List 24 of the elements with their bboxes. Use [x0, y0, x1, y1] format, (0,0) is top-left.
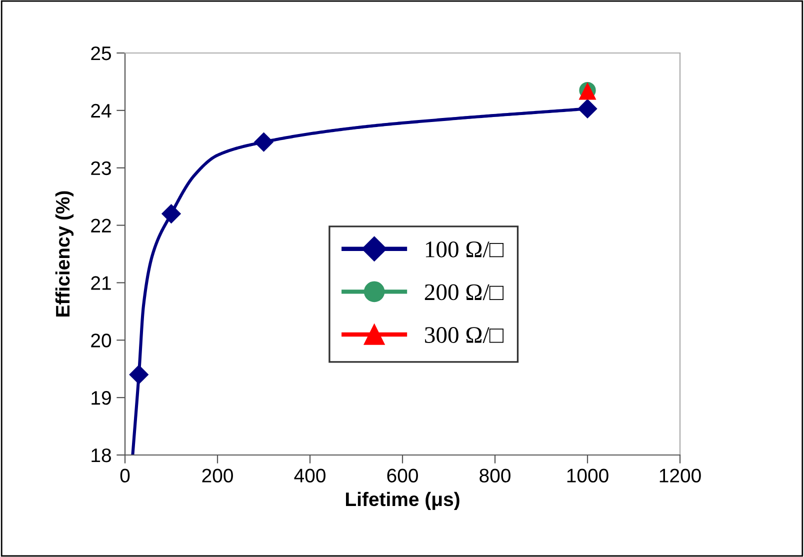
x-tick-label: 800 — [480, 468, 510, 482]
x-tick-label: 1200 — [660, 468, 701, 482]
point — [578, 99, 598, 118]
y-tick-label: 23 — [91, 161, 111, 176]
y-tick-label: 25 — [91, 46, 111, 60]
x-tick-label: 200 — [202, 468, 233, 482]
x-tick-label: 0 — [120, 468, 130, 482]
y-tick-label: 19 — [92, 391, 111, 405]
point — [254, 132, 274, 152]
y-tick-label: 21 — [91, 276, 111, 290]
point — [162, 204, 181, 224]
y-tick-label: 24 — [91, 104, 112, 118]
x-axis-title: Lifetime (μs) — [346, 492, 460, 510]
x-tick-label: 400 — [294, 468, 326, 482]
legend-label: 200 Ω/□ — [424, 284, 504, 300]
y-axis-title: Efficiency (%) — [55, 191, 74, 316]
y-tick-label: 20 — [91, 334, 112, 348]
y-tick-label: 18 — [92, 448, 111, 462]
x-tick-label: 1000 — [567, 468, 608, 482]
legend-label: 100 Ω/□ — [426, 241, 504, 258]
point — [129, 365, 148, 384]
x-tick-label: 600 — [387, 468, 418, 482]
y-tick-label: 22 — [91, 218, 111, 232]
legend-label: 300 Ω/□ — [425, 327, 504, 343]
